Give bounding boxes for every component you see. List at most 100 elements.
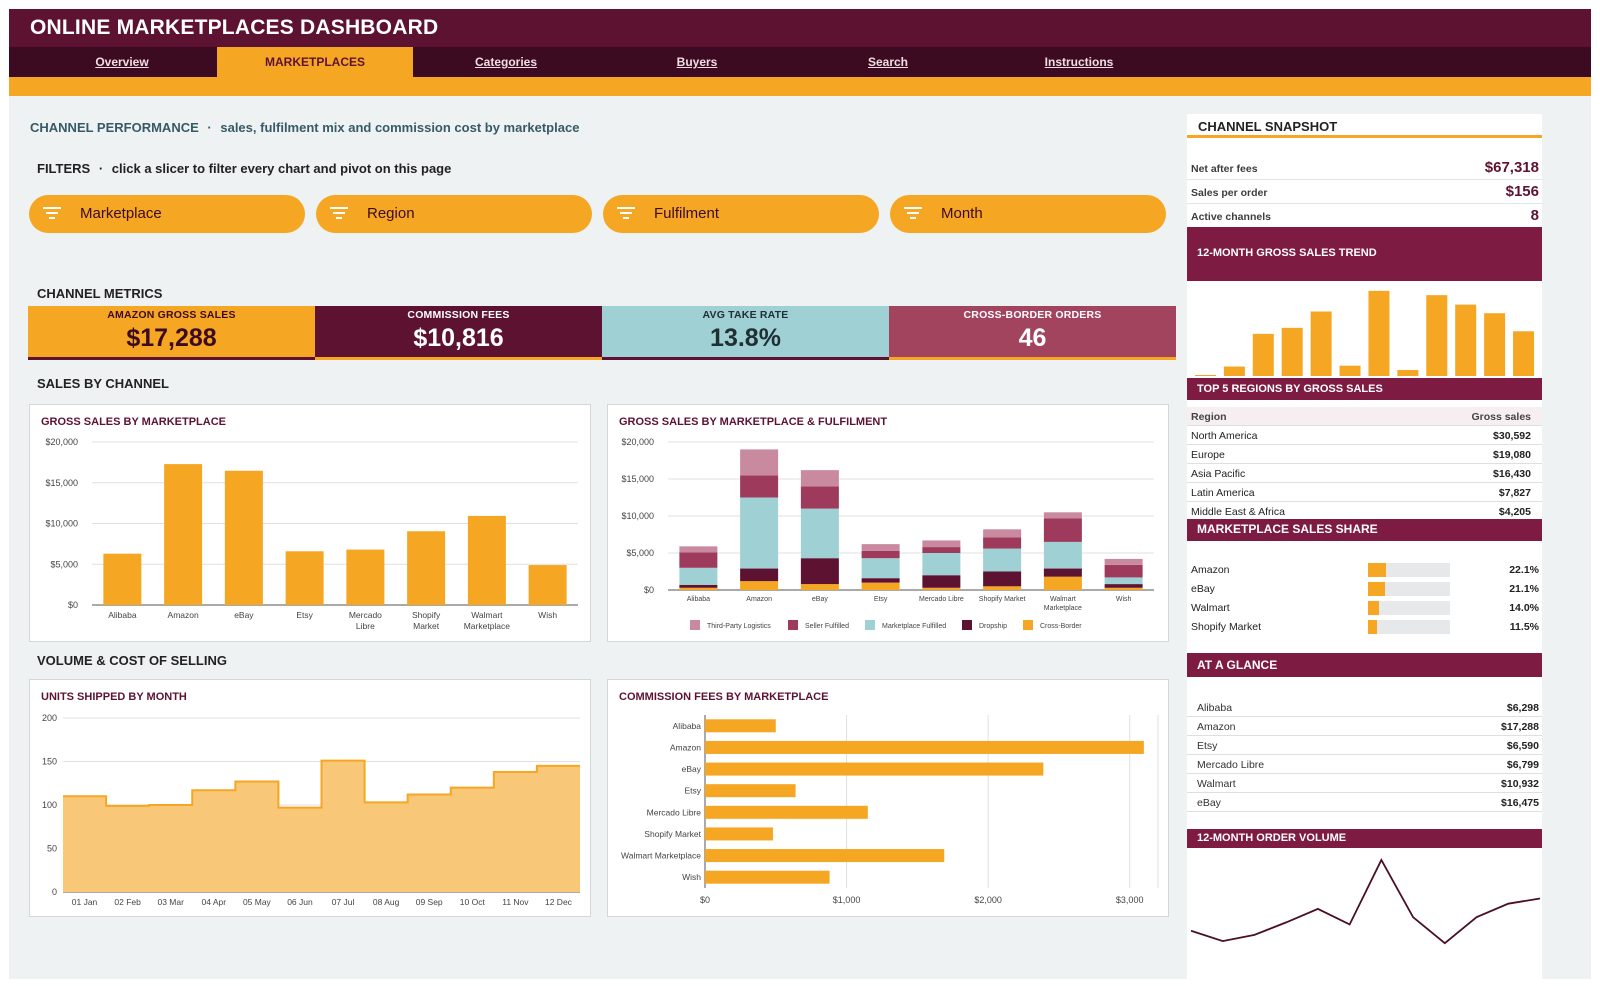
kpi-value: 13.8% bbox=[710, 324, 781, 352]
x-tick-label: Market bbox=[413, 621, 440, 631]
tab-marketplaces[interactable]: MARKETPLACES bbox=[217, 47, 413, 77]
y-tick-label: Etsy bbox=[684, 786, 701, 796]
share-name: Amazon bbox=[1191, 564, 1230, 576]
x-tick-label: 08 Aug bbox=[373, 897, 400, 907]
region-name: Middle East & Africa bbox=[1191, 506, 1285, 518]
bar-segment bbox=[679, 587, 718, 590]
page-heading: CHANNEL PERFORMANCE · sales, fulfilment … bbox=[30, 120, 579, 135]
share-row: Amazon 22.1% bbox=[1187, 560, 1542, 579]
glance-name: Alibaba bbox=[1197, 702, 1233, 714]
slicer-month[interactable]: Month bbox=[890, 195, 1166, 233]
units-chart-card: 0 50 100 150 200 01 Jan 02 Feb 03 Mar 04 Apr 05 M… bbox=[29, 679, 591, 917]
x-tick-label: Walmart bbox=[471, 610, 503, 620]
share-bar-track bbox=[1368, 563, 1450, 577]
region-name: Latin America bbox=[1191, 487, 1255, 499]
slicer-label: Fulfilment bbox=[654, 205, 720, 222]
bar bbox=[1426, 295, 1448, 376]
legend-swatch bbox=[788, 620, 798, 630]
bar-segment bbox=[861, 544, 900, 551]
y-tick-label: $5,000 bbox=[50, 559, 78, 569]
x-tick-label: $1,000 bbox=[833, 895, 861, 905]
x-tick-label: 11 Nov bbox=[502, 897, 529, 907]
region-value: $7,827 bbox=[1498, 487, 1531, 499]
bar-segment bbox=[800, 584, 839, 590]
tab-search[interactable]: Search bbox=[867, 55, 909, 69]
page-heading-title: CHANNEL PERFORMANCE bbox=[30, 120, 199, 135]
tab-buyers[interactable]: Buyers bbox=[676, 55, 718, 69]
slicer-fulfilment[interactable]: Fulfilment bbox=[603, 195, 879, 233]
snapshot-title: CHANNEL SNAPSHOT bbox=[1187, 114, 1542, 138]
column-header: Gross sales bbox=[1471, 411, 1531, 423]
bar-segment bbox=[983, 571, 1022, 587]
sales-share-header: MARKETPLACE SALES SHARE bbox=[1187, 519, 1542, 541]
share-bar-fill bbox=[1368, 582, 1386, 596]
region-name: Europe bbox=[1191, 449, 1225, 461]
tab-overview[interactable]: Overview bbox=[95, 55, 149, 69]
bar bbox=[705, 784, 796, 798]
bar-segment bbox=[983, 548, 1022, 572]
bar-segment bbox=[1104, 558, 1143, 565]
bar-segment bbox=[740, 581, 779, 590]
x-tick-label: 02 Feb bbox=[114, 897, 141, 907]
bar-segment bbox=[861, 550, 900, 559]
region-value: $16,430 bbox=[1493, 468, 1531, 480]
order-volume-header: 12-MONTH ORDER VOLUME bbox=[1187, 829, 1542, 848]
gross-trend-chart bbox=[1194, 290, 1535, 376]
tab-bar: Overview MARKETPLACES Categories Buyers … bbox=[9, 47, 1591, 77]
y-tick-label: eBay bbox=[682, 764, 702, 774]
kpi-label: AVG TAKE RATE bbox=[702, 309, 789, 321]
glance-name: Walmart bbox=[1197, 778, 1236, 790]
side-panel: CHANNEL SNAPSHOT Net after fees $67,318 … bbox=[1187, 114, 1542, 979]
commission-chart: $0 $1,000 $2,000 $3,000 Alibaba Amazon eBay Ets… bbox=[621, 715, 1159, 905]
bar bbox=[705, 762, 1044, 776]
bar-segment bbox=[800, 470, 839, 487]
filters-heading: FILTERS · click a slicer to filter every… bbox=[37, 161, 451, 176]
bar-segment bbox=[861, 558, 900, 579]
y-tick-label: Mercado Libre bbox=[647, 807, 702, 817]
bar-segment bbox=[800, 558, 839, 585]
share-name: Shopify Market bbox=[1191, 621, 1262, 633]
filters-hint: click a slicer to filter every chart and… bbox=[111, 161, 452, 176]
bar bbox=[705, 719, 776, 733]
x-tick-label: $3,000 bbox=[1116, 895, 1144, 905]
slicer-marketplace[interactable]: Marketplace bbox=[29, 195, 305, 233]
glance-name: Mercado Libre bbox=[1197, 759, 1265, 771]
x-tick-label: 07 Jul bbox=[332, 897, 355, 907]
chart-title: UNITS SHIPPED BY MONTH bbox=[41, 691, 187, 703]
slicer-region[interactable]: Region bbox=[316, 195, 592, 233]
snapshot-row: Net after fees $67,318 bbox=[1187, 156, 1542, 180]
share-value: 14.0% bbox=[1509, 602, 1539, 614]
legend-label: Cross-Border bbox=[1040, 623, 1082, 630]
y-tick-label: $15,000 bbox=[45, 478, 78, 488]
bar bbox=[1252, 333, 1274, 376]
commission-chart-card: $0 $1,000 $2,000 $3,000 Alibaba Amazon eBay Ets… bbox=[607, 679, 1169, 917]
tab-instructions[interactable]: Instructions bbox=[1044, 55, 1114, 69]
snapshot-row: Sales per order $156 bbox=[1187, 180, 1542, 204]
accent-stripe bbox=[9, 77, 1591, 96]
x-tick-label: Mercado bbox=[349, 610, 382, 620]
bar-segment bbox=[1043, 541, 1082, 569]
share-bar-track bbox=[1368, 582, 1450, 596]
bar-segment bbox=[922, 575, 961, 588]
x-tick-label: Wish bbox=[538, 610, 557, 620]
glance-row: Mercado Libre $6,799 bbox=[1187, 755, 1542, 774]
x-tick-label: 05 May bbox=[243, 897, 272, 907]
y-tick-label: Alibaba bbox=[673, 721, 702, 731]
x-tick-label: 12 Dec bbox=[545, 897, 573, 907]
bar-segment bbox=[983, 537, 1022, 549]
dashboard-frame: ONLINE MARKETPLACES DASHBOARD Overview M… bbox=[9, 9, 1591, 979]
y-tick-label: 50 bbox=[47, 844, 57, 854]
legend-swatch bbox=[865, 620, 875, 630]
x-tick-label: 04 Apr bbox=[202, 897, 227, 907]
bar-segment bbox=[679, 567, 718, 585]
share-bar-track bbox=[1368, 601, 1450, 615]
bar-segment bbox=[1043, 568, 1082, 577]
bar bbox=[164, 464, 203, 605]
x-tick-label: 10 Oct bbox=[460, 897, 486, 907]
kpi-label: COMMISSION FEES bbox=[407, 309, 510, 321]
table-row: Asia Pacific $16,430 bbox=[1187, 464, 1542, 483]
top-regions-header: TOP 5 REGIONS BY GROSS SALES bbox=[1187, 378, 1542, 400]
bar bbox=[1513, 331, 1535, 376]
tab-categories[interactable]: Categories bbox=[474, 55, 538, 69]
bar bbox=[1455, 304, 1477, 376]
